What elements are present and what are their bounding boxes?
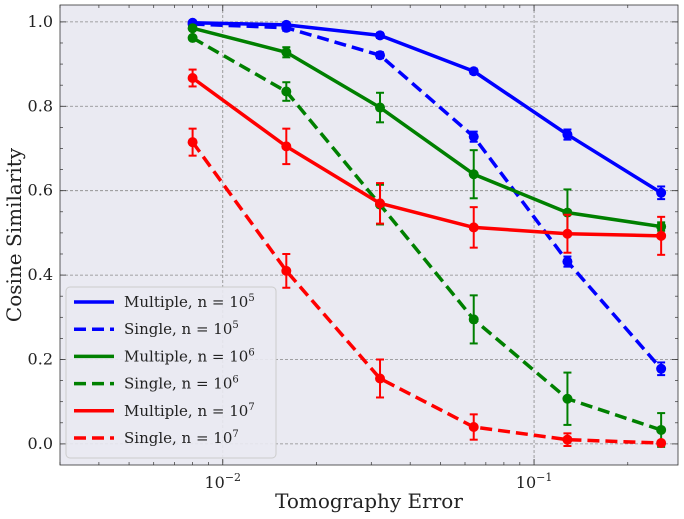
data-point (562, 228, 573, 239)
legend-label: Single, n = 105 (124, 320, 239, 338)
series-4 (187, 68, 667, 256)
legend-label: Multiple, n = 106 (124, 347, 255, 365)
data-point (375, 50, 386, 61)
data-point (468, 222, 479, 233)
data-point (562, 393, 573, 404)
legend-label: Single, n = 107 (124, 429, 239, 447)
y-tick-label: 0.6 (28, 181, 53, 200)
data-point (656, 438, 667, 449)
y-axis-label: Cosine Similarity (2, 147, 26, 322)
legend-box (65, 286, 277, 459)
data-point (187, 23, 198, 34)
data-point (375, 198, 386, 209)
y-tick-label: 0.4 (28, 265, 53, 284)
data-point (656, 363, 667, 374)
data-point (281, 265, 292, 276)
data-point (562, 256, 573, 267)
data-point (656, 187, 667, 198)
data-point (468, 169, 479, 180)
data-point (281, 141, 292, 152)
data-point (375, 373, 386, 384)
y-ticks: 0.0 0.2 0.4 0.6 0.8 1.0 (28, 12, 678, 453)
y-tick-label: 0.0 (28, 434, 53, 453)
y-tick-label: 1.0 (28, 12, 53, 31)
data-point (375, 102, 386, 113)
series-line (192, 20, 663, 195)
series-1 (187, 18, 667, 377)
legend: Multiple, n = 105 Single, n = 105 Multiple… (65, 286, 277, 459)
data-point (375, 30, 386, 41)
series-2 (187, 23, 667, 237)
data-point (281, 86, 292, 97)
data-point (187, 73, 198, 84)
y-tick-label: 0.8 (28, 96, 53, 115)
data-point (468, 66, 479, 77)
data-point (187, 137, 198, 148)
x-tick-label: 10−2 (204, 471, 241, 492)
data-point (468, 422, 479, 433)
data-point (281, 47, 292, 58)
data-point (468, 314, 479, 325)
series-line (191, 36, 662, 432)
y-tick-label: 0.2 (28, 349, 53, 368)
plot-frame (59, 4, 679, 466)
legend-label: Multiple, n = 107 (124, 402, 255, 420)
legend-label: Multiple, n = 105 (124, 293, 255, 311)
series-line (192, 26, 662, 229)
series-layer (187, 17, 667, 449)
x-ticks: 10−2 10−1 (204, 5, 552, 492)
minor-ticks (59, 5, 678, 465)
data-point (187, 32, 198, 43)
data-point (562, 434, 573, 445)
x-axis-label: Tomography Error (275, 489, 463, 513)
x-tick-label: 10−1 (516, 471, 553, 492)
data-point (562, 129, 573, 140)
series-line (191, 76, 662, 238)
data-point (281, 22, 292, 33)
data-point (656, 424, 667, 435)
series-line (191, 141, 662, 445)
series-line (192, 22, 663, 370)
series-5 (187, 127, 667, 449)
legend-label: Single, n = 106 (124, 375, 239, 393)
data-point (656, 230, 667, 241)
data-point (468, 131, 479, 142)
